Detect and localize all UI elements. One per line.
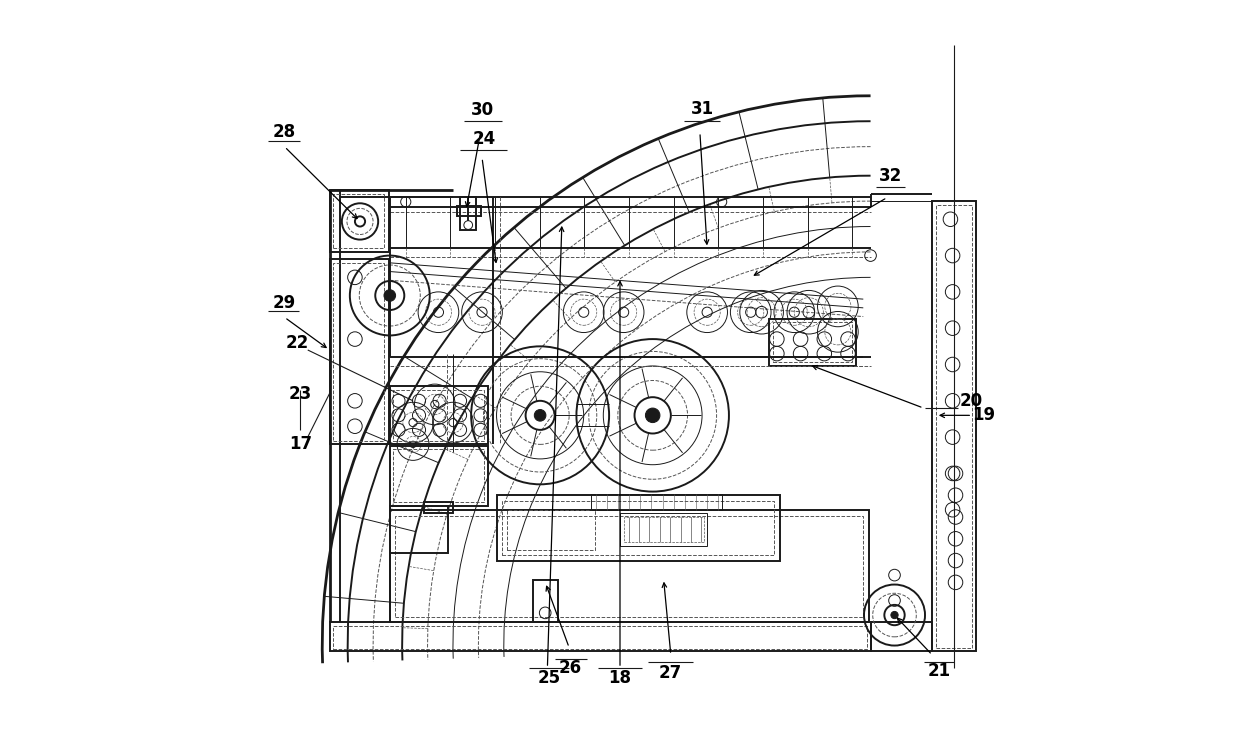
- Bar: [620, 513, 707, 546]
- Circle shape: [890, 612, 898, 619]
- Bar: [460, 198, 476, 230]
- Bar: [507, 510, 595, 550]
- Bar: [496, 495, 780, 561]
- Bar: [389, 386, 487, 445]
- Bar: [393, 390, 484, 441]
- Text: 19: 19: [972, 406, 996, 424]
- Bar: [870, 623, 932, 651]
- Text: 30: 30: [471, 101, 495, 120]
- Text: 17: 17: [289, 435, 312, 453]
- Bar: [330, 190, 389, 252]
- Bar: [330, 260, 389, 445]
- Text: 26: 26: [559, 659, 582, 677]
- Bar: [334, 263, 384, 441]
- Bar: [456, 206, 481, 216]
- Text: 29: 29: [272, 294, 295, 312]
- Text: 25: 25: [538, 669, 562, 687]
- Circle shape: [534, 410, 546, 421]
- Text: 18: 18: [609, 669, 631, 687]
- Text: 32: 32: [878, 167, 901, 184]
- Bar: [389, 506, 448, 553]
- Bar: [334, 194, 384, 249]
- Text: 28: 28: [273, 123, 295, 141]
- Bar: [330, 623, 870, 651]
- Bar: [769, 319, 856, 366]
- Text: 27: 27: [658, 664, 682, 682]
- Bar: [393, 450, 484, 502]
- Bar: [624, 517, 703, 542]
- Bar: [591, 494, 722, 510]
- Text: 24: 24: [472, 130, 496, 149]
- Text: 21: 21: [928, 662, 951, 680]
- Bar: [533, 580, 558, 623]
- Bar: [389, 446, 487, 506]
- Bar: [932, 201, 976, 651]
- Text: 20: 20: [960, 391, 983, 410]
- Bar: [424, 502, 453, 513]
- Bar: [389, 510, 869, 623]
- Circle shape: [645, 408, 660, 423]
- Text: 22: 22: [285, 334, 309, 351]
- Bar: [773, 322, 852, 362]
- Bar: [936, 205, 972, 648]
- Bar: [502, 501, 774, 555]
- Circle shape: [384, 289, 396, 301]
- Text: 23: 23: [289, 385, 312, 402]
- Bar: [394, 515, 863, 617]
- Bar: [334, 626, 867, 650]
- Text: 31: 31: [691, 100, 714, 118]
